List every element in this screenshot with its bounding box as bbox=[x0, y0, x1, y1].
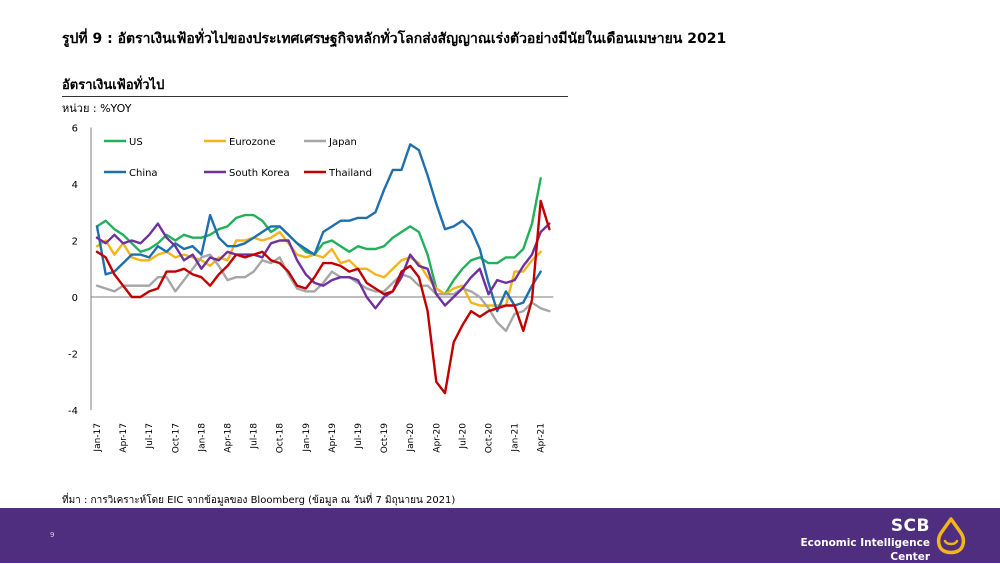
series-line-japan bbox=[95, 253, 551, 333]
x-tick-label: Jan-21 bbox=[511, 423, 521, 453]
legend-label: Japan bbox=[328, 137, 357, 148]
chart-title-underline bbox=[62, 96, 568, 97]
x-tick-label: Apr-21 bbox=[537, 423, 547, 453]
x-tick-label: Oct-17 bbox=[171, 423, 181, 453]
x-tick-label: Jul-19 bbox=[354, 423, 364, 450]
series-line-thailand bbox=[95, 199, 551, 395]
legend-label: Thailand bbox=[328, 168, 372, 179]
x-tick-label: Apr-19 bbox=[328, 423, 338, 453]
x-tick-label: Apr-17 bbox=[119, 423, 129, 453]
brand-name: SCB bbox=[890, 516, 930, 536]
x-tick-label: Oct-20 bbox=[485, 423, 495, 454]
legend-label: Eurozone bbox=[229, 137, 276, 148]
y-tick-label: -4 bbox=[68, 406, 78, 417]
source-note: ที่มา : การวิเคราะห์โดย EIC จากข้อมูลของ… bbox=[62, 495, 456, 506]
x-tick-label: Apr-18 bbox=[224, 423, 234, 453]
chart-title: อัตราเงินเฟ้อทั่วไป bbox=[62, 78, 165, 93]
x-tick-label: Apr-20 bbox=[432, 423, 442, 453]
x-tick-label: Jul-17 bbox=[145, 423, 155, 450]
x-tick-label: Jan-17 bbox=[93, 423, 103, 453]
brand-block: SCB Economic Intelligence Center bbox=[760, 516, 931, 564]
series-line-china bbox=[95, 143, 542, 313]
y-tick-label: 4 bbox=[72, 180, 78, 191]
y-tick-label: 6 bbox=[72, 124, 78, 135]
x-tick-label: Jan-19 bbox=[302, 423, 312, 453]
x-tick-label: Jan-18 bbox=[197, 423, 207, 453]
x-tick-label: Oct-19 bbox=[380, 423, 390, 454]
legend-label: China bbox=[129, 168, 158, 179]
x-tick-label: Jul-18 bbox=[250, 423, 260, 450]
page-number: 9 bbox=[50, 531, 55, 539]
series-line-us bbox=[95, 177, 542, 296]
legend-label: South Korea bbox=[229, 168, 290, 179]
scb-logo-icon bbox=[936, 517, 966, 555]
brand-subtitle: Economic Intelligence Center bbox=[800, 537, 931, 563]
footer-bar: 9 SCB Economic Intelligence Center bbox=[0, 508, 1000, 563]
legend-label: US bbox=[129, 137, 143, 148]
x-tick-label: Oct-18 bbox=[276, 423, 286, 454]
y-tick-label: -2 bbox=[68, 350, 78, 361]
y-axis-unit-label: หน่วย : %YOY bbox=[62, 102, 132, 115]
series-line-south-korea bbox=[95, 222, 551, 310]
series-line-eurozone bbox=[95, 230, 542, 307]
y-tick-label: 2 bbox=[72, 237, 78, 248]
x-tick-label: Jan-20 bbox=[406, 423, 416, 453]
y-tick-label: 0 bbox=[72, 293, 78, 304]
slide-title: รูปที่ 9 : อัตราเงินเฟ้อทั่วไปของประเทศเ… bbox=[62, 31, 727, 47]
x-tick-label: Jul-20 bbox=[458, 423, 468, 450]
